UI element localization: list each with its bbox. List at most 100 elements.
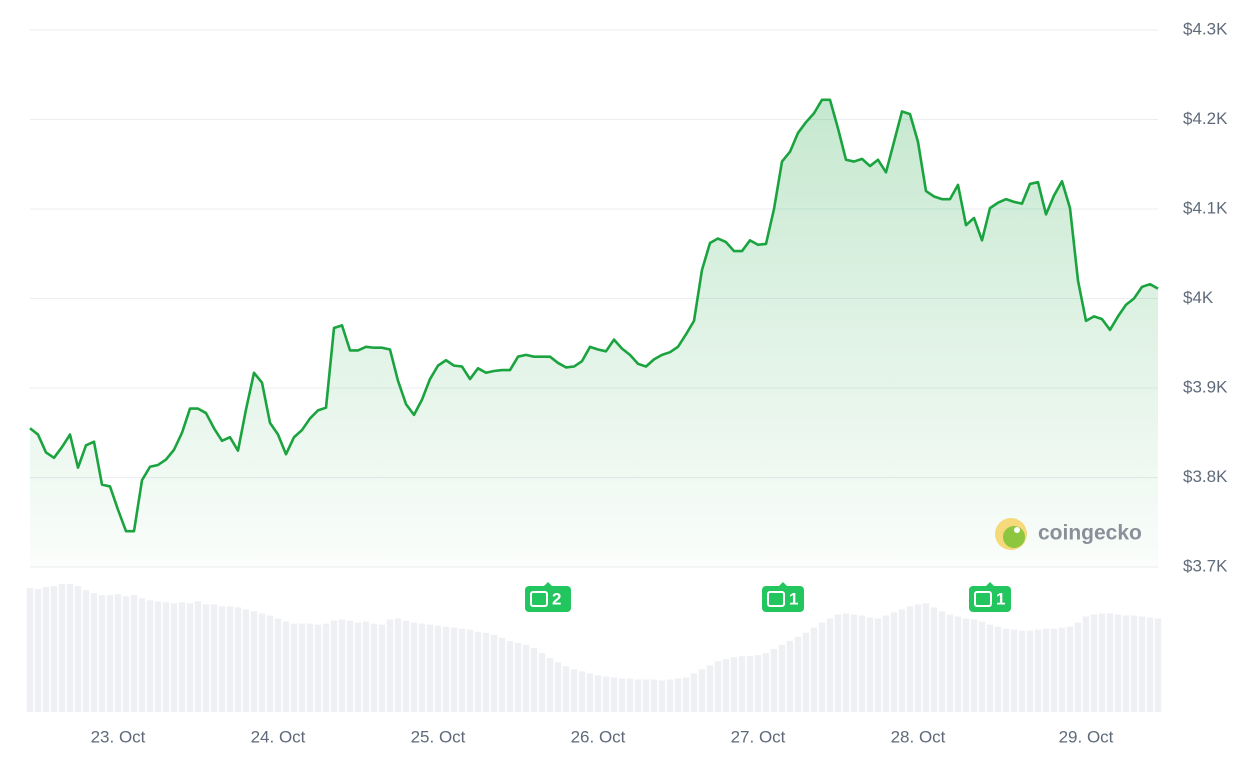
badge-pointer [779, 582, 787, 586]
volume-bar [194, 601, 202, 712]
volume-bar [674, 678, 682, 712]
volume-bar [42, 587, 50, 712]
volume-bar [482, 632, 490, 712]
volume-bar [402, 620, 410, 712]
volume-bar [314, 624, 322, 712]
watermark-logo [1003, 526, 1025, 548]
volume-bar [866, 617, 874, 712]
volume-bar [426, 624, 434, 712]
volume-bar [114, 594, 122, 712]
volume-bar [258, 613, 266, 712]
volume-bar [1050, 628, 1058, 712]
volume-bar [170, 603, 178, 712]
x-tick-label: 25. Oct [411, 727, 466, 746]
volume-bar [250, 611, 258, 712]
volume-bar [106, 595, 114, 712]
volume-bar [794, 636, 802, 712]
volume-bar [874, 618, 882, 712]
volume-bar [418, 623, 426, 712]
y-tick-label: $4.2K [1183, 109, 1228, 128]
volume-bar [410, 622, 418, 712]
x-tick-label: 23. Oct [91, 727, 146, 746]
volume-bar [530, 648, 538, 712]
volume-bar [994, 626, 1002, 712]
badge-count: 1 [996, 589, 1005, 608]
volume-bar [610, 677, 618, 712]
volume-bar [818, 622, 826, 712]
volume-bar [90, 593, 98, 712]
volume-bar [474, 631, 482, 712]
volume-bar [538, 653, 546, 712]
volume-bar [362, 621, 370, 712]
volume-bar [562, 666, 570, 712]
volume-bar [274, 618, 282, 712]
news-icon [767, 591, 785, 607]
volume-bar [34, 589, 42, 712]
badge-pointer [986, 582, 994, 586]
watermark: coingecko [995, 518, 1142, 550]
volume-bar [914, 604, 922, 712]
watermark-text: coingecko [1038, 522, 1142, 545]
volume-bar [498, 637, 506, 712]
volume-bar [578, 671, 586, 712]
badge-pointer [544, 582, 552, 586]
badge-count: 2 [552, 589, 561, 608]
volume-bar [970, 619, 978, 712]
volume-bar [210, 604, 218, 712]
volume-bar [570, 669, 578, 712]
volume-bar [642, 679, 650, 712]
volume-bar [1042, 628, 1050, 712]
volume-bar [1002, 628, 1010, 712]
volume-bar [618, 678, 626, 712]
volume-bar [602, 676, 610, 712]
volume-bar [226, 606, 234, 712]
plot-layer [29, 98, 1159, 567]
news-badge[interactable]: 2 [525, 582, 571, 612]
volume-bar [1090, 614, 1098, 712]
volume-bar [730, 657, 738, 712]
volume-bar [1138, 616, 1146, 712]
volume-bar [898, 609, 906, 712]
volume-layer [26, 584, 1162, 712]
volume-bar [682, 677, 690, 712]
volume-bar [1026, 630, 1034, 712]
volume-bar [842, 613, 850, 712]
volume-bar [1114, 614, 1122, 712]
x-tick-label: 24. Oct [251, 727, 306, 746]
volume-bar [322, 623, 330, 712]
volume-bar [306, 623, 314, 712]
volume-bar [514, 642, 522, 712]
volume-bar [138, 598, 146, 712]
volume-bar [754, 655, 762, 712]
volume-bar [1074, 622, 1082, 712]
news-badge[interactable]: 1 [969, 582, 1011, 612]
volume-bar [890, 612, 898, 712]
y-tick-label: $4.3K [1183, 19, 1228, 38]
volume-bar [442, 626, 450, 712]
volume-bar [666, 679, 674, 712]
volume-bar [770, 649, 778, 712]
volume-bar [746, 656, 754, 712]
volume-bar [634, 679, 642, 712]
volume-bar [338, 619, 346, 712]
volume-bar [506, 640, 514, 712]
volume-bar [330, 620, 338, 712]
news-badge[interactable]: 1 [762, 582, 804, 612]
y-tick-label: $3.7K [1183, 556, 1228, 575]
volume-bar [50, 586, 58, 712]
y-tick-label: $3.8K [1183, 467, 1228, 486]
volume-bar [626, 678, 634, 712]
volume-bar [978, 621, 986, 712]
volume-bar [946, 614, 954, 712]
volume-bar [834, 614, 842, 712]
volume-bar [930, 607, 938, 712]
volume-bar [154, 601, 162, 712]
volume-bar [698, 669, 706, 712]
volume-bar [986, 624, 994, 712]
volume-bar [778, 644, 786, 712]
y-tick-label: $4.1K [1183, 198, 1228, 217]
news-icon [974, 591, 992, 607]
price-line [29, 98, 1159, 533]
volume-bar [714, 661, 722, 712]
